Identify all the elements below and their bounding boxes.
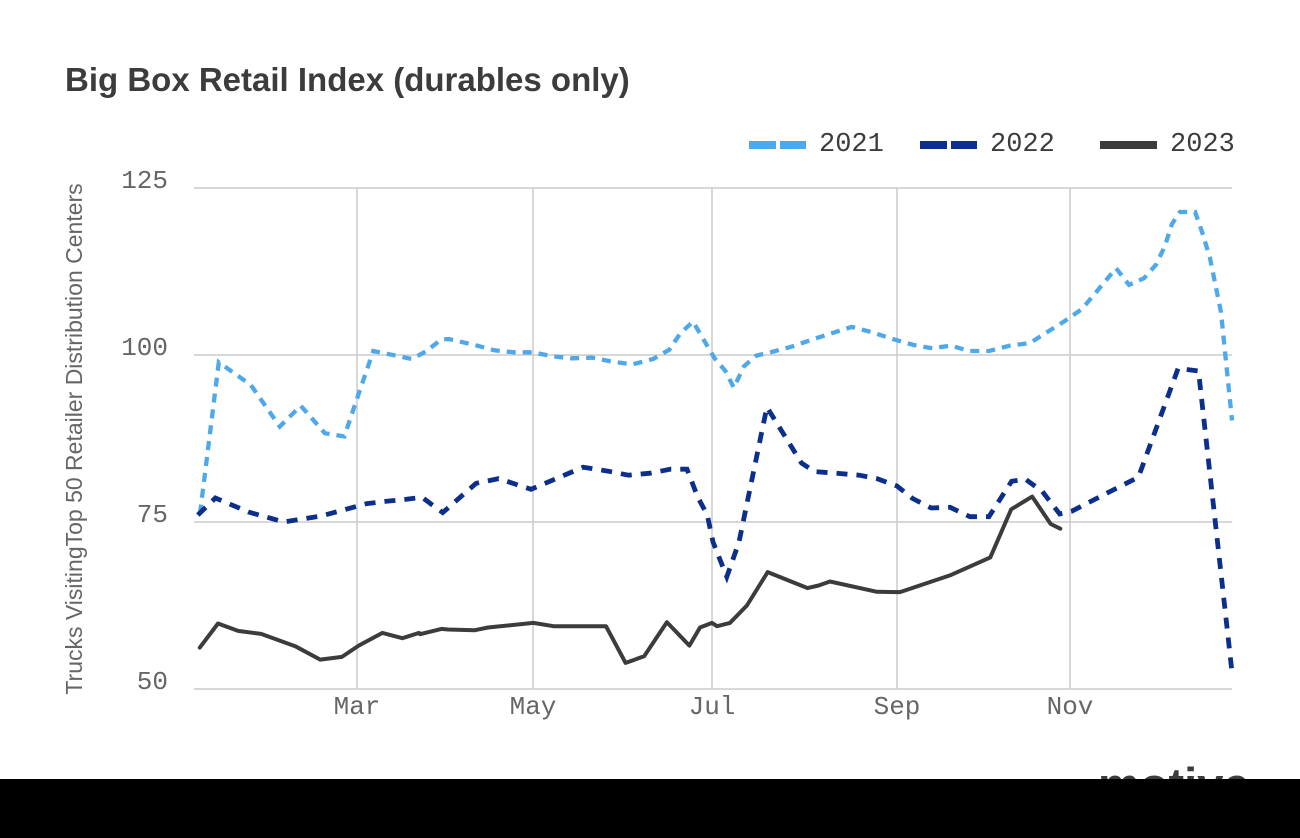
svg-text:100: 100	[121, 333, 168, 363]
svg-text:Jul: Jul	[689, 692, 736, 722]
svg-text:May: May	[510, 692, 557, 722]
svg-text:50: 50	[137, 667, 168, 697]
svg-text:Trucks VisitingTop 50 Retailer: Trucks VisitingTop 50 Retailer Distribut…	[61, 183, 87, 694]
svg-text:Mar: Mar	[334, 692, 381, 722]
svg-text:Nov: Nov	[1047, 692, 1094, 722]
svg-text:Sep: Sep	[874, 692, 921, 722]
svg-text:125: 125	[121, 166, 168, 196]
svg-text:75: 75	[137, 500, 168, 530]
